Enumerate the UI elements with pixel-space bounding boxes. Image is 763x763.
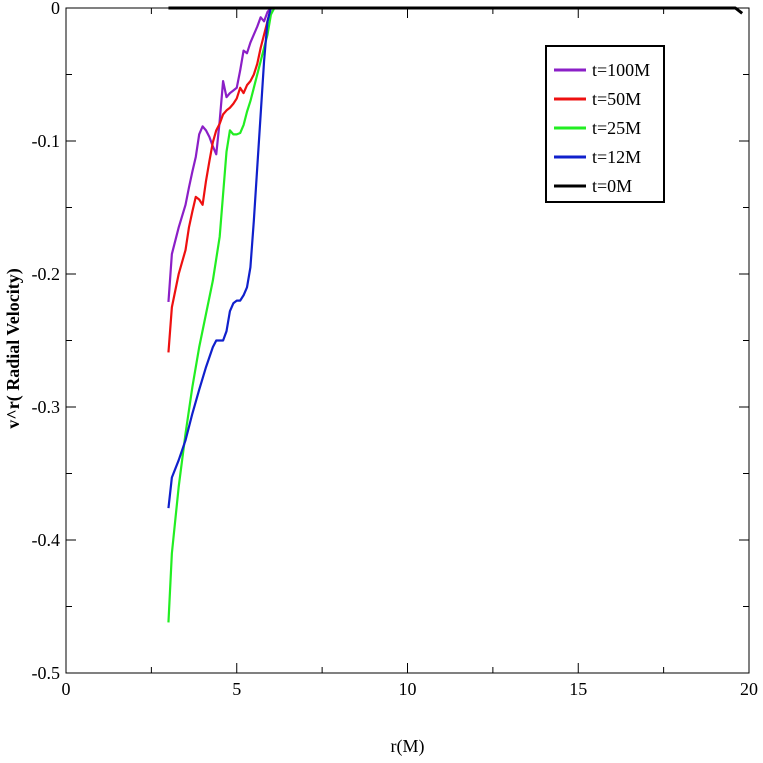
series-line-t-12m — [167, 6, 275, 509]
x-axis-label: r(M) — [391, 736, 425, 757]
x-tick-label: 20 — [740, 679, 758, 699]
legend-entry: t=25M — [592, 118, 641, 138]
series-line-t-50m — [167, 6, 275, 353]
y-tick-label: -0.3 — [32, 397, 61, 417]
legend: t=100M t=50M t=25M t=12M t=0M — [545, 45, 665, 203]
legend-entry: t=100M — [592, 60, 650, 80]
x-tick-label: 10 — [399, 679, 417, 699]
y-tick-label: -0.4 — [32, 530, 61, 550]
plot-lines — [167, 6, 744, 623]
y-axis-ticks: 0 -0.1 -0.2 -0.3 -0.4 -0.5 — [32, 0, 749, 683]
series-line-t-25m — [167, 7, 276, 623]
legend-box — [545, 45, 665, 203]
y-tick-label: 0 — [51, 0, 60, 18]
x-tick-label: 5 — [232, 679, 241, 699]
legend-entry: t=50M — [592, 89, 641, 109]
x-tick-label: 15 — [569, 679, 587, 699]
y-axis-label: v^r( Radial Velocity) — [3, 268, 24, 428]
x-axis-ticks: 0 5 10 15 20 — [62, 8, 758, 699]
y-tick-label: -0.2 — [32, 264, 61, 284]
legend-entry: t=12M — [592, 147, 641, 167]
y-tick-label: -0.1 — [32, 131, 61, 151]
series-line-t-100m — [167, 6, 275, 303]
x-tick-label: 0 — [62, 679, 71, 699]
legend-entry: t=0M — [592, 176, 632, 196]
y-tick-label: -0.5 — [32, 663, 61, 683]
